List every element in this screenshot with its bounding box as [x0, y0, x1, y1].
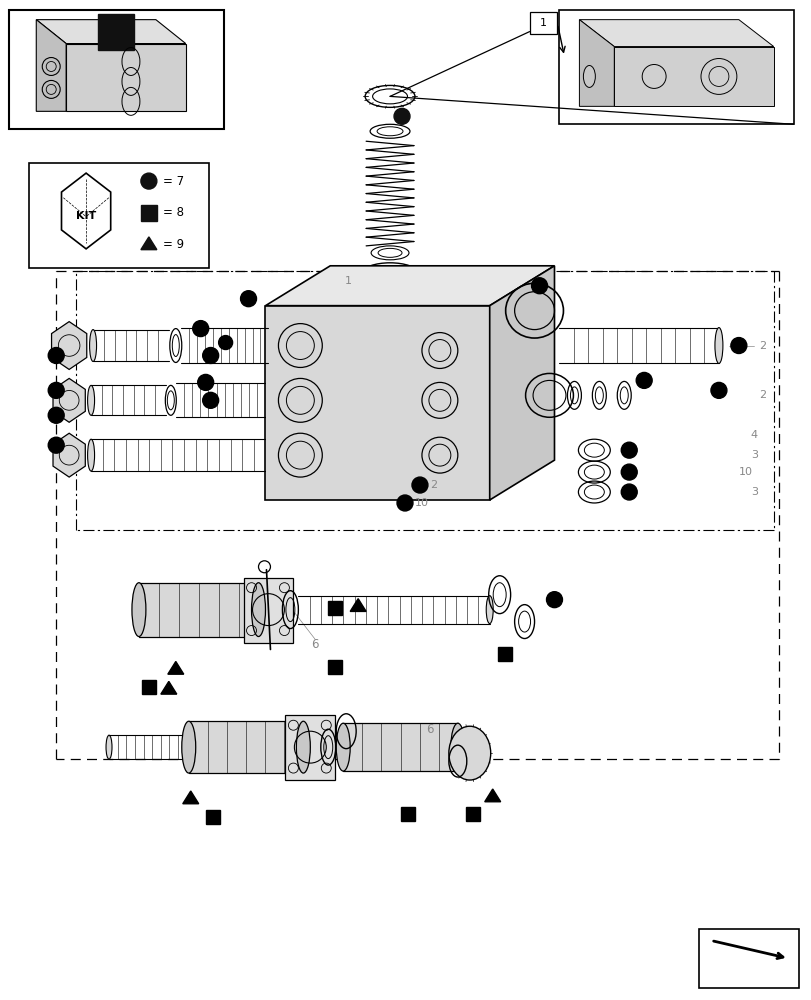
Text: 6: 6 [426, 723, 433, 736]
Ellipse shape [182, 721, 195, 773]
Ellipse shape [251, 583, 265, 637]
Polygon shape [141, 237, 157, 250]
Bar [328, 660, 341, 674]
Polygon shape [350, 599, 366, 611]
Bar [401, 807, 414, 821]
Circle shape [393, 108, 410, 124]
Ellipse shape [88, 439, 94, 471]
Polygon shape [66, 44, 186, 111]
Circle shape [48, 348, 64, 363]
Polygon shape [36, 20, 66, 111]
Circle shape [411, 477, 427, 493]
Polygon shape [579, 20, 614, 106]
Bar [141, 205, 157, 221]
Circle shape [197, 374, 213, 390]
Text: 1: 1 [539, 18, 547, 28]
Circle shape [636, 372, 651, 388]
Polygon shape [182, 791, 199, 804]
Bar [142, 680, 156, 694]
Bar [497, 647, 511, 661]
Bar [529, 12, 557, 34]
Circle shape [531, 278, 547, 294]
Text: 1: 1 [345, 276, 351, 286]
Ellipse shape [714, 328, 722, 363]
Polygon shape [579, 20, 773, 47]
Polygon shape [489, 266, 554, 500]
Ellipse shape [296, 721, 310, 773]
Circle shape [730, 338, 746, 354]
Ellipse shape [89, 330, 97, 361]
Circle shape [141, 173, 157, 189]
Bar [29, 163, 208, 268]
Ellipse shape [582, 65, 594, 87]
Ellipse shape [336, 723, 350, 771]
Bar [205, 810, 219, 824]
Bar [10, 10, 223, 129]
Ellipse shape [448, 726, 490, 780]
Text: 3: 3 [750, 450, 757, 460]
Text: 6: 6 [311, 638, 319, 651]
Polygon shape [36, 20, 186, 44]
Ellipse shape [486, 596, 492, 624]
Polygon shape [265, 306, 489, 500]
Polygon shape [51, 322, 87, 369]
Polygon shape [484, 789, 500, 802]
Circle shape [620, 484, 637, 500]
Text: KIT: KIT [76, 211, 97, 221]
Circle shape [203, 348, 218, 363]
Polygon shape [53, 433, 85, 477]
Text: 10: 10 [414, 498, 428, 508]
Polygon shape [265, 266, 554, 306]
Polygon shape [188, 721, 303, 773]
Bar [243, 578, 293, 643]
Text: 3: 3 [750, 487, 757, 497]
Text: 2: 2 [757, 390, 765, 400]
Bar [285, 715, 335, 780]
Text: 2: 2 [757, 341, 765, 351]
Polygon shape [161, 681, 177, 694]
Polygon shape [139, 583, 258, 637]
Polygon shape [614, 47, 773, 106]
Circle shape [48, 407, 64, 423]
Bar [698, 929, 798, 988]
Ellipse shape [131, 583, 146, 637]
Polygon shape [62, 173, 110, 249]
Polygon shape [343, 723, 457, 771]
Text: 2: 2 [429, 480, 436, 490]
Circle shape [192, 321, 208, 337]
Bar [98, 14, 134, 50]
Circle shape [240, 291, 256, 307]
Text: 10: 10 [738, 467, 752, 477]
Circle shape [620, 464, 637, 480]
Text: = 8: = 8 [163, 206, 183, 219]
Circle shape [48, 382, 64, 398]
Bar [466, 807, 479, 821]
Circle shape [546, 592, 562, 608]
Ellipse shape [88, 385, 94, 415]
Circle shape [203, 392, 218, 408]
Polygon shape [168, 661, 183, 674]
Circle shape [48, 437, 64, 453]
Text: = 7: = 7 [163, 175, 184, 188]
Circle shape [710, 382, 726, 398]
Text: = 9: = 9 [163, 238, 184, 251]
Bar [559, 10, 792, 124]
Circle shape [218, 336, 232, 350]
Ellipse shape [450, 723, 464, 771]
Ellipse shape [106, 735, 112, 759]
Bar [328, 601, 341, 615]
Circle shape [620, 442, 637, 458]
Polygon shape [53, 378, 85, 422]
Circle shape [397, 495, 413, 511]
Text: 4: 4 [750, 430, 757, 440]
